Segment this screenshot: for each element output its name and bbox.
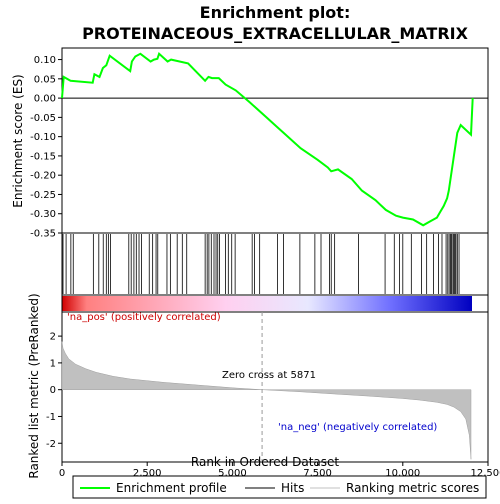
es-ytick-label: -0.15 [30,151,56,162]
chart-title-line2: PROTEINACEOUS_EXTRACELLULAR_MATRIX [82,24,469,43]
es-ytick-label: 0.10 [34,55,56,66]
pos-correlated-label: 'na_pos' (positively correlated) [67,312,221,323]
rank-panel: 2 1 0 -1 -2 'na_pos' (positively correlated)… [27,293,488,478]
legend-ranking-label: Ranking metric scores [346,481,479,495]
legend-enrichment-label: Enrichment profile [116,481,227,495]
chart-title-line1: Enrichment plot: [200,3,351,22]
es-ytick-label: 0.05 [34,74,56,85]
es-ytick-label: 0.00 [34,94,56,105]
legend: Enrichment profile Hits Ranking metric s… [73,476,486,498]
es-ytick-label: -0.35 [30,229,56,240]
legend-hits-label: Hits [281,481,304,495]
es-ytick-label: -0.05 [30,113,56,124]
es-ylabel: Enrichment score (ES) [11,74,25,207]
es-panel-frame [62,48,488,233]
es-ytick-label: -0.30 [30,209,56,220]
es-ytick-label: -0.10 [30,132,56,143]
rank-ytick-label: 2 [50,332,56,343]
rank-gradient-strip [62,296,472,311]
rank-ytick-label: -2 [46,439,56,450]
hits-panel-frame [62,233,488,295]
es-ytick-label: -0.25 [30,190,56,201]
es-panel: 0.10 0.05 0.00 -0.05 -0.10 -0.15 -0.20 -0.25 -0.… [11,48,488,240]
xtick-label: 0 [59,468,65,479]
rank-ytick-label: 0 [50,385,56,396]
hits-panel [62,233,488,295]
gradient-bar [62,295,488,312]
rank-ytick-label: 1 [50,358,56,369]
zero-cross-label: Zero cross at 5871 [222,370,316,381]
x-axis-label: Rank in Ordered Dataset [191,455,339,469]
rank-ylabel: Ranked list metric (PreRanked) [27,293,41,478]
rank-ytick-label: -1 [46,412,56,423]
es-ytick-label: -0.20 [30,171,56,182]
neg-correlated-label: 'na_neg' (negatively correlated) [278,422,437,433]
